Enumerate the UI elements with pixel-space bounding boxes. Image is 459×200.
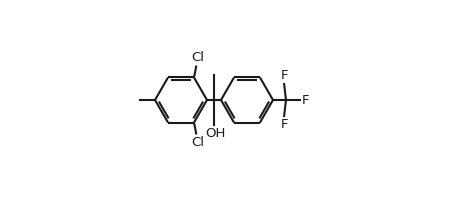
Text: F: F [280,118,287,131]
Text: F: F [301,94,308,106]
Text: F: F [280,69,287,82]
Text: Cl: Cl [190,51,203,64]
Text: Cl: Cl [190,136,203,149]
Text: OH: OH [204,127,225,140]
